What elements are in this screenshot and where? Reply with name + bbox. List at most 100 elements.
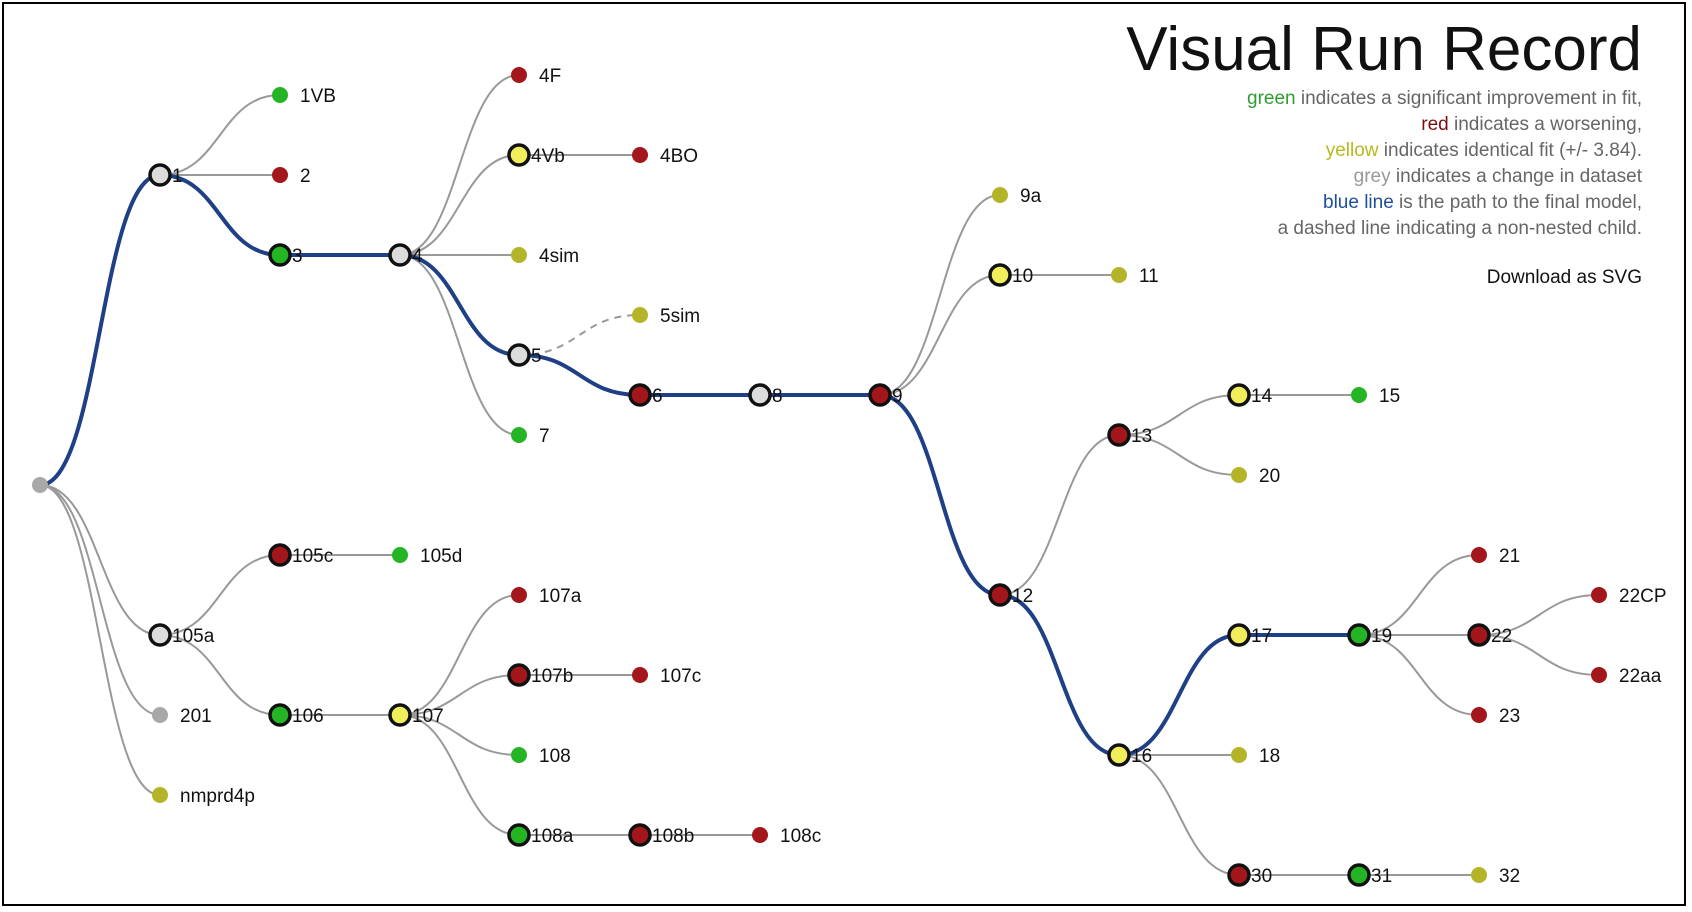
- node-circle-108[interactable]: [511, 747, 527, 763]
- node-201[interactable]: 201: [152, 706, 212, 727]
- node-4sim[interactable]: 4sim: [511, 246, 579, 267]
- node-circle-106[interactable]: [268, 703, 292, 727]
- node-31[interactable]: 31: [1347, 863, 1392, 887]
- node-circle-8[interactable]: [748, 383, 772, 407]
- node-14[interactable]: 14: [1227, 383, 1273, 407]
- node-circle-22aa[interactable]: [1591, 667, 1607, 683]
- node-circle-root[interactable]: [32, 477, 48, 493]
- node-circle-21[interactable]: [1471, 547, 1487, 563]
- node-7[interactable]: 7: [511, 426, 550, 447]
- node-107b[interactable]: 107b: [507, 663, 573, 687]
- node-105a[interactable]: 105a: [148, 623, 215, 647]
- download-svg-link[interactable]: Download as SVG: [1487, 267, 1642, 288]
- node-6[interactable]: 6: [628, 383, 663, 407]
- node-4BO[interactable]: 4BO: [632, 146, 698, 167]
- node-circle-1[interactable]: [148, 163, 172, 187]
- node-20[interactable]: 20: [1231, 466, 1280, 487]
- node-16[interactable]: 16: [1107, 743, 1152, 767]
- node-circle-107[interactable]: [388, 703, 412, 727]
- node-circle-107b[interactable]: [507, 663, 531, 687]
- node-circle-22[interactable]: [1467, 623, 1491, 647]
- node-23[interactable]: 23: [1471, 706, 1520, 727]
- node-18[interactable]: 18: [1231, 746, 1280, 767]
- node-8[interactable]: 8: [748, 383, 783, 407]
- node-107c[interactable]: 107c: [632, 666, 701, 687]
- node-12[interactable]: 12: [988, 583, 1033, 607]
- node-circle-30[interactable]: [1227, 863, 1251, 887]
- node-circle-9[interactable]: [868, 383, 892, 407]
- node-circle-4F[interactable]: [511, 67, 527, 83]
- node-circle-18[interactable]: [1231, 747, 1247, 763]
- node-circle-14[interactable]: [1227, 383, 1251, 407]
- node-32[interactable]: 32: [1471, 866, 1520, 887]
- node-circle-3[interactable]: [268, 243, 292, 267]
- node-circle-201[interactable]: [152, 707, 168, 723]
- node-1[interactable]: 1: [148, 163, 183, 187]
- node-circle-23[interactable]: [1471, 707, 1487, 723]
- node-108b[interactable]: 108b: [628, 823, 694, 847]
- node-nmprd4p[interactable]: nmprd4p: [152, 786, 255, 807]
- node-108c[interactable]: 108c: [752, 826, 821, 847]
- node-circle-107a[interactable]: [511, 587, 527, 603]
- node-107[interactable]: 107: [388, 703, 444, 727]
- node-108[interactable]: 108: [511, 746, 571, 767]
- node-circle-22CP[interactable]: [1591, 587, 1607, 603]
- node-105c[interactable]: 105c: [268, 543, 333, 567]
- node-circle-4sim[interactable]: [511, 247, 527, 263]
- node-circle-31[interactable]: [1347, 863, 1371, 887]
- node-circle-32[interactable]: [1471, 867, 1487, 883]
- node-22CP[interactable]: 22CP: [1591, 586, 1667, 607]
- node-10[interactable]: 10: [988, 263, 1033, 287]
- node-circle-108c[interactable]: [752, 827, 768, 843]
- node-9a[interactable]: 9a: [992, 186, 1042, 207]
- node-circle-4Vb[interactable]: [507, 143, 531, 167]
- node-circle-20[interactable]: [1231, 467, 1247, 483]
- node-circle-105a[interactable]: [148, 623, 172, 647]
- node-circle-5sim[interactable]: [632, 307, 648, 323]
- node-11[interactable]: 11: [1111, 266, 1159, 287]
- node-circle-107c[interactable]: [632, 667, 648, 683]
- node-5[interactable]: 5: [507, 343, 542, 367]
- node-circle-108a[interactable]: [507, 823, 531, 847]
- node-106[interactable]: 106: [268, 703, 324, 727]
- node-13[interactable]: 13: [1107, 423, 1152, 447]
- node-circle-15[interactable]: [1351, 387, 1367, 403]
- node-1VB[interactable]: 1VB: [272, 86, 336, 107]
- node-circle-6[interactable]: [628, 383, 652, 407]
- node-105d[interactable]: 105d: [392, 546, 462, 567]
- node-4[interactable]: 4: [388, 243, 423, 267]
- node-15[interactable]: 15: [1351, 386, 1400, 407]
- node-9[interactable]: 9: [868, 383, 903, 407]
- node-107a[interactable]: 107a: [511, 586, 582, 607]
- node-4F[interactable]: 4F: [511, 66, 561, 87]
- node-circle-2[interactable]: [272, 167, 288, 183]
- node-circle-7[interactable]: [511, 427, 527, 443]
- node-circle-105c[interactable]: [268, 543, 292, 567]
- node-circle-4[interactable]: [388, 243, 412, 267]
- node-circle-19[interactable]: [1347, 623, 1371, 647]
- node-3[interactable]: 3: [268, 243, 303, 267]
- node-circle-1VB[interactable]: [272, 87, 288, 103]
- node-circle-13[interactable]: [1107, 423, 1131, 447]
- node-21[interactable]: 21: [1471, 546, 1520, 567]
- node-circle-5[interactable]: [507, 343, 531, 367]
- node-circle-16[interactable]: [1107, 743, 1131, 767]
- node-30[interactable]: 30: [1227, 863, 1272, 887]
- node-circle-9a[interactable]: [992, 187, 1008, 203]
- node-circle-105d[interactable]: [392, 547, 408, 563]
- node-circle-4BO[interactable]: [632, 147, 648, 163]
- node-circle-12[interactable]: [988, 583, 1012, 607]
- node-108a[interactable]: 108a: [507, 823, 574, 847]
- node-5sim[interactable]: 5sim: [632, 306, 700, 327]
- node-circle-108b[interactable]: [628, 823, 652, 847]
- node-4Vb[interactable]: 4Vb: [507, 143, 565, 167]
- node-22[interactable]: 22: [1467, 623, 1512, 647]
- node-root[interactable]: [32, 477, 48, 493]
- node-17[interactable]: 17: [1227, 623, 1272, 647]
- node-19[interactable]: 19: [1347, 623, 1392, 647]
- node-circle-nmprd4p[interactable]: [152, 787, 168, 803]
- node-2[interactable]: 2: [272, 166, 311, 187]
- node-22aa[interactable]: 22aa: [1591, 666, 1662, 687]
- node-circle-10[interactable]: [988, 263, 1012, 287]
- node-circle-17[interactable]: [1227, 623, 1251, 647]
